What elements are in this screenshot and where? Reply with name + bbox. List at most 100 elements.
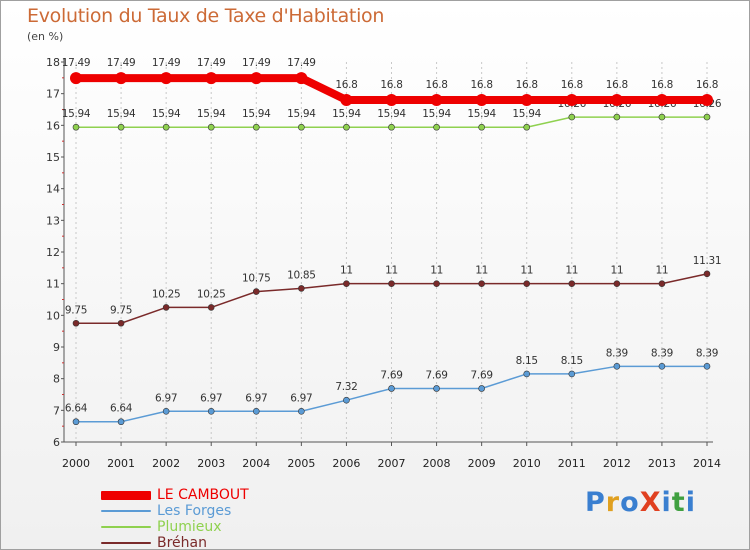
data-point [385,94,398,106]
x-tick-label: 2000 [62,457,90,470]
data-point [117,418,125,426]
logo-letter: r [605,487,621,518]
data-label: 16.8 [651,79,673,91]
data-label: 11 [430,265,443,277]
legend-label: LE CAMBOUT [157,487,249,503]
data-label: 11 [520,265,533,277]
y-tick-label: 15 [46,151,60,164]
data-label: 15.94 [287,108,316,120]
data-point [295,72,308,85]
data-label: 7.69 [471,369,493,381]
x-tick-label: 2001 [107,457,135,470]
data-point [703,270,711,278]
data-label: 15.94 [422,108,451,120]
data-point [433,123,440,131]
x-tick-label: 2010 [513,457,541,470]
data-point [72,418,80,426]
data-label: 16.8 [696,79,718,91]
data-point [207,304,215,311]
data-label: 15.94 [242,108,271,120]
data-point [160,72,173,85]
data-label: 16.8 [425,79,447,91]
data-point [162,123,170,131]
data-label: 15.94 [152,108,181,120]
logo-letter: P [585,487,606,518]
data-label: 6.97 [200,392,222,404]
data-label: 17.49 [107,57,136,69]
data-point [610,94,623,106]
y-tick-label: 14 [46,183,60,196]
data-label: 6.97 [155,392,177,404]
data-point [343,280,350,287]
x-tick-label: 2014 [693,457,721,470]
y-tick-label: 8 [53,373,60,386]
data-label: 17.49 [62,57,91,69]
x-tick-label: 2011 [558,457,586,470]
data-point [115,72,128,85]
x-tick-label: 2003 [197,457,225,470]
data-point [613,113,621,121]
data-point [252,288,260,295]
data-point [117,319,125,327]
data-label: 8.15 [516,355,538,367]
data-point [72,319,80,327]
legend-swatch [101,490,151,500]
data-label: 10.25 [152,288,181,300]
data-label: 17.49 [152,57,181,69]
data-point [658,113,666,121]
y-tick-label: 17 [46,88,60,101]
data-point [613,280,621,287]
data-label: 6.97 [290,392,312,404]
data-label: 11 [656,265,669,277]
x-tick-label: 2002 [152,457,180,470]
data-label: 10.25 [197,288,226,300]
data-point [478,280,485,287]
data-point [388,385,395,392]
data-point [613,363,621,370]
data-label: 11 [610,265,623,277]
data-point [658,363,666,370]
data-point [388,280,395,287]
proxiti-logo: ProXiti [585,487,696,518]
data-label: 16.8 [561,79,583,91]
x-tick-label: 2006 [332,457,360,470]
data-label: 7.69 [425,369,447,381]
data-point [252,123,260,131]
data-label: 11 [385,265,398,277]
data-label: 15.94 [62,108,91,120]
x-tick-label: 2004 [242,457,270,470]
data-label: 15.94 [377,108,406,120]
data-point [478,123,485,131]
legend-item: Les Forges [101,503,249,519]
data-label: 6.64 [65,403,88,415]
data-label: 7.69 [380,369,402,381]
data-point [343,123,350,131]
y-tick-label: 16 [46,119,60,132]
data-label: 9.75 [110,304,132,316]
data-label: 17.49 [197,57,226,69]
data-point [250,72,263,85]
legend-swatch [101,526,151,528]
y-tick-label: 11 [46,278,60,291]
legend-swatch [101,542,151,544]
data-point [162,304,170,311]
data-point [207,123,215,131]
data-label: 15.94 [107,108,136,120]
data-label: 16.8 [380,79,402,91]
data-label: 8.39 [696,347,718,359]
data-point [568,113,576,121]
logo-letter: i [661,487,672,518]
data-point [433,280,440,287]
data-label: 15.94 [197,108,226,120]
data-point [205,72,218,85]
data-point [658,280,666,287]
data-label: 11 [475,265,488,277]
data-point [475,94,488,106]
logo-letter: o [620,487,640,518]
x-tick-label: 2012 [603,457,631,470]
logo-letter: X [639,487,662,518]
x-tick-label: 2009 [468,457,496,470]
data-point [340,94,353,106]
data-label: 8.39 [651,347,673,359]
data-point [520,94,533,106]
